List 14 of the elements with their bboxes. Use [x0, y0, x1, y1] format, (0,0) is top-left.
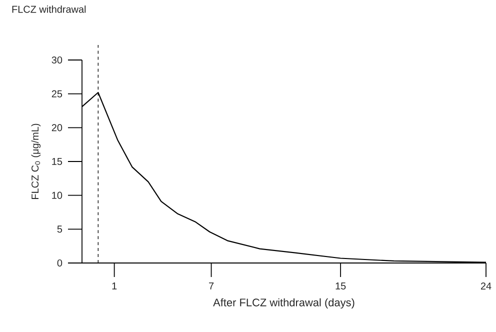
- y-tick-label: 30: [52, 56, 62, 64]
- x-tick-label: 7: [209, 282, 214, 290]
- y-tick-label: 10: [52, 192, 62, 199]
- y-tick-label: 0: [57, 259, 62, 267]
- x-tick-label: 24: [480, 282, 492, 290]
- x-tick-label: 1: [112, 282, 117, 290]
- y-tick-label: 5: [57, 226, 62, 233]
- x-tick-label: 15: [336, 282, 346, 290]
- y-tick-label: 20: [52, 124, 62, 132]
- chart-title: FLCZ withdrawal: [12, 6, 86, 13]
- y-axis-title: FLCZ C$_{0}$ (μg/mL): [31, 124, 41, 199]
- y-tick-label: 15: [52, 158, 62, 165]
- y-tick-label: 25: [52, 90, 62, 98]
- x-axis-title: After FLCZ withdrawal (days): [213, 298, 354, 309]
